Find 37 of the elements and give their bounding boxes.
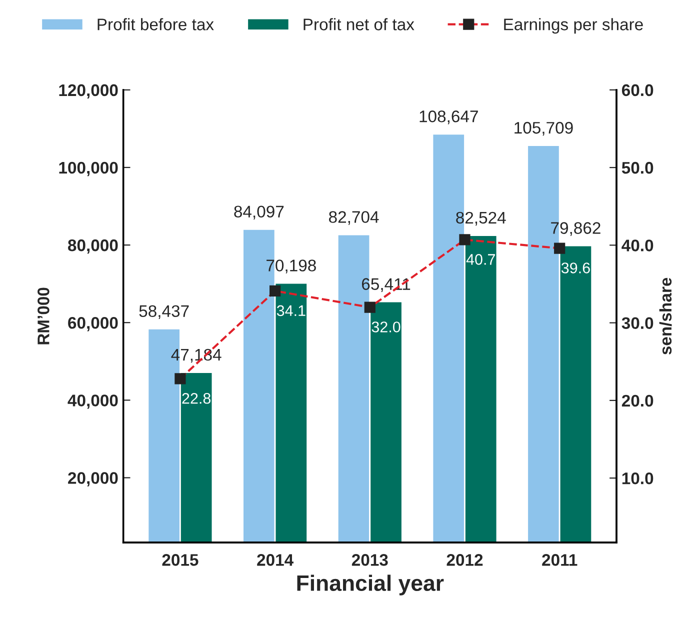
data-label: 82,524 <box>456 212 506 226</box>
data-label: 108,647 <box>420 110 478 124</box>
y-tick-label: 120,000 <box>59 84 118 99</box>
y-axis-title: RM’000 <box>38 288 50 344</box>
data-label: 22.8 <box>182 392 211 404</box>
y2-axis-title: sen/share <box>659 278 672 355</box>
x-tick-label: 2013 <box>352 554 388 566</box>
x-tick-label: 2014 <box>257 554 294 566</box>
y-tick-label: 80,000 <box>68 239 118 254</box>
y2-tick-label: 60.0 <box>622 84 654 96</box>
data-label: 40.7 <box>466 254 495 265</box>
y2-tick-label: 20.0 <box>622 394 654 407</box>
data-label: 58,437 <box>139 305 189 319</box>
x-tick-label: 2011 <box>542 554 578 566</box>
y2-tick-label: 30.0 <box>622 317 654 330</box>
y-tick-label: 100,000 <box>59 162 118 176</box>
data-label: 47,184 <box>171 348 222 363</box>
data-label: 105,709 <box>514 122 573 136</box>
x-tick-label: 2012 <box>446 554 483 566</box>
data-label: 39.6 <box>561 262 590 274</box>
legend-label: Profit net of tax <box>304 18 414 30</box>
y-tick-label: 60,000 <box>68 317 118 332</box>
x-axis-title: Financial year <box>297 574 444 596</box>
data-label: 70,198 <box>266 260 316 274</box>
y-tick-label: 40,000 <box>68 394 118 409</box>
legend-label: Earnings per share <box>504 18 643 34</box>
data-label: 32.0 <box>372 322 400 332</box>
x-tick-label: 2015 <box>162 554 198 566</box>
y2-tick-label: 50.0 <box>622 162 654 174</box>
y2-tick-label: 40.0 <box>622 240 654 252</box>
data-label: 79,862 <box>551 222 600 236</box>
y-tick-label: 20,000 <box>68 472 118 486</box>
y2-tick-label: 10.0 <box>622 472 654 484</box>
data-label: 84,097 <box>234 206 284 220</box>
data-label: 34.1 <box>276 305 306 316</box>
legend-label: Profit before tax <box>98 18 214 30</box>
data-label: 82,704 <box>329 211 379 225</box>
